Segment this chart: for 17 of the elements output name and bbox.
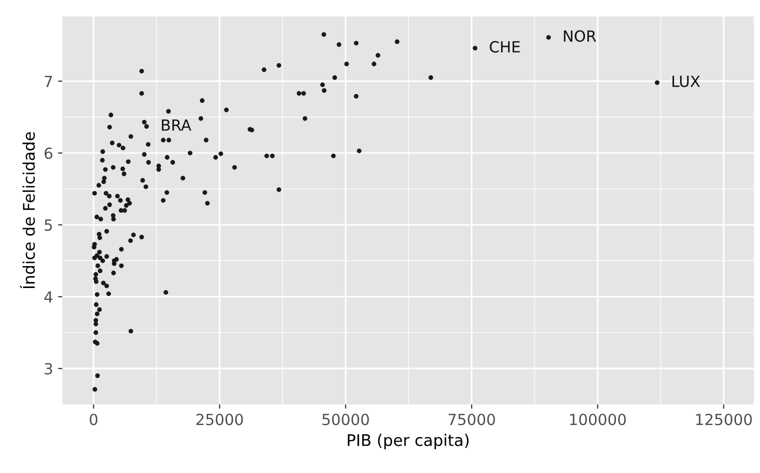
x-axis-title: PIB (per capita) (348, 434, 469, 450)
annotation: CHE (490, 41, 520, 53)
x-tick-label: 75000 (448, 414, 495, 426)
annotation: NOR (564, 30, 596, 42)
annotation: BRA (162, 120, 192, 131)
y-tick-label: 5 (44, 220, 52, 231)
x-tick-label: 125000 (696, 414, 752, 426)
x-tick-label: 0 (90, 414, 98, 426)
y-axis-title: Índice de Felicidade (20, 132, 35, 288)
y-tick-label: 4 (44, 291, 52, 302)
x-tick-label: 50000 (322, 414, 369, 426)
x-tick-label: 25000 (196, 414, 243, 426)
y-tick-label: 7 (44, 76, 52, 88)
y-tick-label: 3 (44, 362, 52, 375)
annotation: LUX (672, 76, 700, 88)
x-tick-label: 100000 (570, 414, 626, 426)
y-tick-label: 6 (44, 147, 52, 160)
